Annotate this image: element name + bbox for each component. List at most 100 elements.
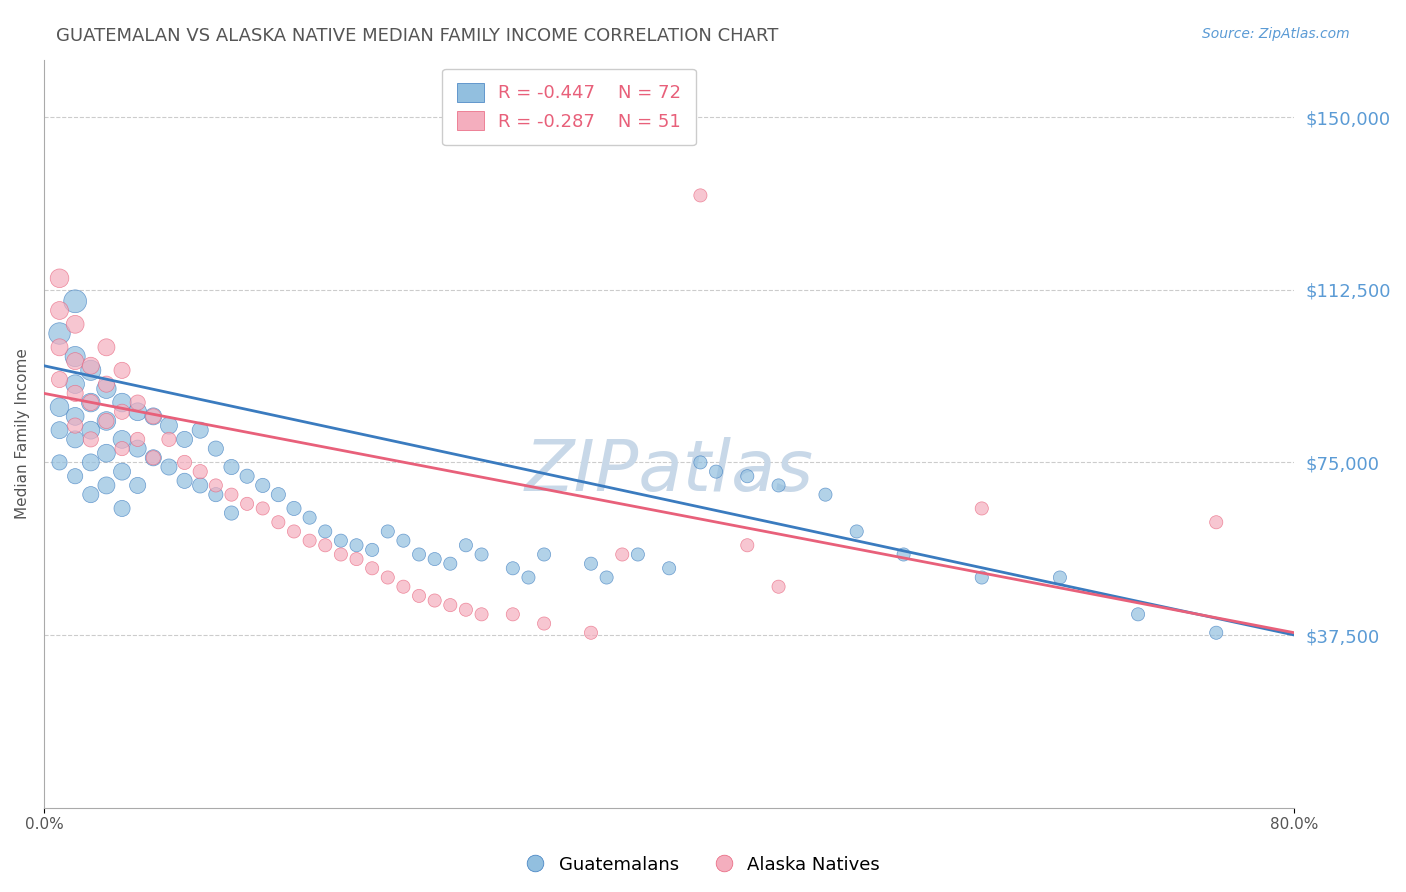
Point [423, 593, 446, 607]
Point [267, 515, 290, 529]
Legend: Guatemalans, Alaska Natives: Guatemalans, Alaska Natives [517, 847, 889, 883]
Point [346, 538, 368, 552]
Point [96, 478, 118, 492]
Point [111, 501, 134, 516]
Point [737, 538, 759, 552]
Point [80, 395, 103, 409]
Point [252, 478, 274, 492]
Point [1049, 570, 1071, 584]
Point [1205, 515, 1227, 529]
Point [361, 561, 384, 575]
Point [346, 552, 368, 566]
Point [612, 548, 634, 562]
Point [392, 533, 415, 548]
Point [111, 405, 134, 419]
Point [96, 377, 118, 392]
Point [142, 450, 165, 465]
Point [439, 557, 461, 571]
Point [471, 607, 494, 622]
Point [502, 607, 524, 622]
Point [111, 433, 134, 447]
Point [408, 589, 430, 603]
Point [517, 570, 540, 584]
Point [96, 414, 118, 428]
Point [329, 548, 352, 562]
Point [63, 377, 86, 392]
Point [63, 386, 86, 401]
Point [377, 524, 399, 539]
Point [314, 538, 336, 552]
Point [1205, 625, 1227, 640]
Point [188, 465, 211, 479]
Point [142, 450, 165, 465]
Point [173, 455, 195, 469]
Point [595, 570, 617, 584]
Point [454, 538, 477, 552]
Point [533, 616, 555, 631]
Point [221, 460, 243, 475]
Point [845, 524, 868, 539]
Point [283, 501, 305, 516]
Text: ZIPatlas: ZIPatlas [524, 436, 814, 506]
Point [768, 580, 790, 594]
Point [63, 318, 86, 332]
Point [127, 442, 149, 456]
Point [533, 548, 555, 562]
Point [221, 488, 243, 502]
Point [157, 418, 180, 433]
Point [704, 465, 727, 479]
Point [283, 524, 305, 539]
Point [221, 506, 243, 520]
Point [48, 455, 70, 469]
Point [48, 303, 70, 318]
Point [188, 478, 211, 492]
Point [63, 294, 86, 309]
Point [689, 188, 711, 202]
Point [173, 433, 195, 447]
Point [768, 478, 790, 492]
Point [96, 382, 118, 396]
Point [627, 548, 650, 562]
Point [127, 433, 149, 447]
Point [361, 542, 384, 557]
Point [157, 433, 180, 447]
Point [423, 552, 446, 566]
Point [80, 395, 103, 409]
Point [236, 469, 259, 483]
Point [188, 423, 211, 437]
Point [48, 326, 70, 341]
Point [48, 373, 70, 387]
Point [439, 598, 461, 612]
Point [157, 460, 180, 475]
Point [80, 423, 103, 437]
Point [893, 548, 915, 562]
Point [63, 350, 86, 364]
Point [111, 395, 134, 409]
Point [502, 561, 524, 575]
Point [111, 363, 134, 377]
Point [80, 359, 103, 373]
Point [252, 501, 274, 516]
Point [689, 455, 711, 469]
Point [48, 423, 70, 437]
Point [96, 340, 118, 354]
Point [329, 533, 352, 548]
Point [63, 354, 86, 368]
Point [408, 548, 430, 562]
Point [142, 409, 165, 424]
Text: GUATEMALAN VS ALASKA NATIVE MEDIAN FAMILY INCOME CORRELATION CHART: GUATEMALAN VS ALASKA NATIVE MEDIAN FAMIL… [56, 27, 779, 45]
Point [236, 497, 259, 511]
Point [267, 488, 290, 502]
Legend: R = -0.447    N = 72, R = -0.287    N = 51: R = -0.447 N = 72, R = -0.287 N = 51 [443, 69, 696, 145]
Point [80, 488, 103, 502]
Y-axis label: Median Family Income: Median Family Income [15, 348, 30, 519]
Point [96, 446, 118, 460]
Point [970, 570, 993, 584]
Point [48, 271, 70, 285]
Point [298, 533, 321, 548]
Point [454, 603, 477, 617]
Point [579, 625, 602, 640]
Point [205, 488, 228, 502]
Text: Source: ZipAtlas.com: Source: ZipAtlas.com [1202, 27, 1350, 41]
Point [142, 409, 165, 424]
